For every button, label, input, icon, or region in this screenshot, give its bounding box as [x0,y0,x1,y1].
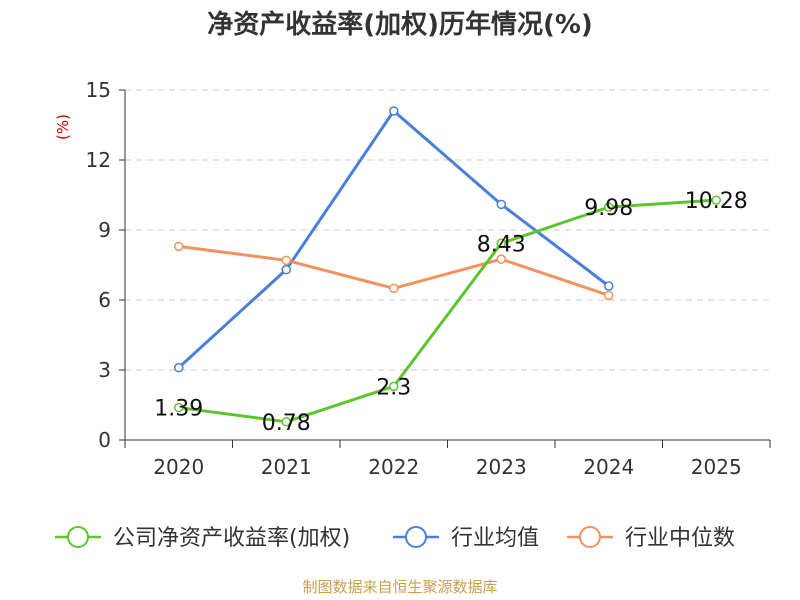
y-axis-unit-label: (%) [54,114,72,140]
data-point [496,238,506,249]
data-point [389,106,399,116]
legend-label: 行业中位数 [625,526,735,551]
legend-marker [405,526,427,548]
data-point [174,241,184,252]
data-point [604,290,614,301]
data-label: 0.78 [262,411,311,436]
data-label: 9.98 [584,196,633,221]
y-tick-label: 3 [98,358,111,382]
legend-label: 行业均值 [451,526,539,551]
y-tick-label: 12 [86,148,111,172]
legend-label: 公司净资产收益率(加权) [113,526,350,551]
data-point [389,283,399,294]
y-tick-label: 6 [98,288,111,312]
data-label: 10.28 [685,189,748,214]
data-point [281,417,291,427]
chart-title: 净资产收益率(加权)历年情况(%) [207,10,593,40]
data-point [174,402,184,413]
data-point [496,199,506,210]
data-point [389,381,399,392]
x-tick-label: 2022 [368,455,419,479]
data-point [496,254,506,264]
legend-marker [67,526,89,548]
legend-marker [579,526,601,548]
data-label: 8.43 [477,232,526,257]
series-line [178,198,717,424]
data-point [281,264,291,275]
data-point [281,255,291,266]
y-tick-label: 15 [86,78,111,102]
x-tick-label: 2021 [261,455,312,479]
series-line [177,109,610,369]
x-tick-label: 2024 [583,455,634,479]
data-label: 2.3 [376,375,411,400]
data-label: 1.39 [154,397,203,422]
y-tick-label: 0 [98,428,111,452]
x-tick-label: 2025 [691,455,742,479]
data-source-note: 制图数据来自恒生聚源数据库 [302,578,498,596]
y-tick-label: 9 [98,218,111,242]
x-tick-label: 2023 [476,455,527,479]
x-tick-label: 2020 [153,455,204,479]
data-point [604,202,614,212]
data-point [711,195,721,205]
data-point [604,281,614,291]
data-point [174,362,184,373]
